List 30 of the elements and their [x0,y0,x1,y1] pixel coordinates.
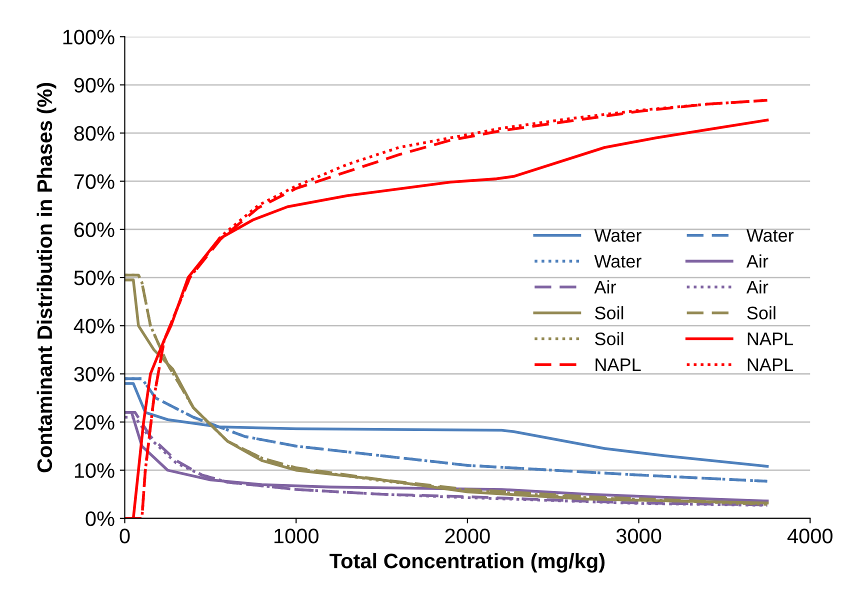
y-tick-label: 90% [74,78,114,93]
legend-label: Water [594,255,642,268]
x-tick-label: 2000 [445,528,490,544]
legend-label: Soil [595,306,624,320]
legend-label: Water [746,229,794,242]
y-tick-label: 80% [74,126,114,141]
y-tick-label: 0% [86,511,114,526]
legend-label: NAPL [596,358,641,371]
legend-label: Air [746,254,768,268]
y-tick-label: 10% [74,463,114,478]
legend-label: Air [594,280,616,294]
legend-label: Water [594,229,642,242]
legend-label: Air [746,280,768,294]
legend-label: Soil [747,306,776,320]
y-tick-label: 40% [74,318,114,334]
y-tick-label: 70% [74,174,114,189]
legend-label: Soil [595,332,624,346]
y-tick-label: 30% [74,366,114,382]
y-tick-label: 100% [63,30,114,44]
x-tick-label: 4000 [787,528,832,544]
y-tick-label: 20% [74,415,114,430]
x-axis-title: Total Concentration (mg/kg) [330,553,605,573]
y-tick-label: 50% [74,270,114,286]
x-tick-label: 0 [120,528,130,544]
x-tick-label: 3000 [616,528,662,544]
y-axis-title: Contaminant Distribution in Phases (%) [36,82,56,472]
legend-label: NAPL [748,332,793,346]
legend-label: NAPL [748,358,793,371]
y-tick-label: 60% [74,222,114,238]
x-tick-label: 1000 [274,528,318,544]
